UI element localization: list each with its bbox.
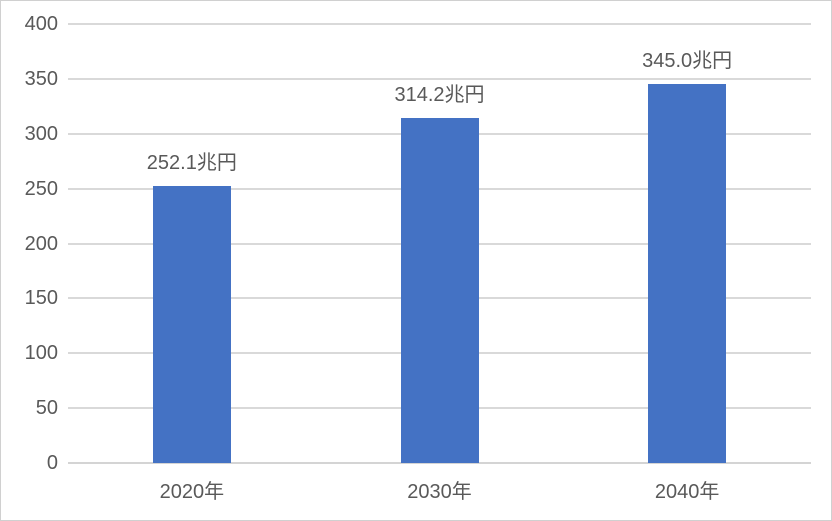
y-tick-label: 400 <box>24 13 58 35</box>
data-label: 314.2兆円 <box>394 84 485 107</box>
y-tick-label: 150 <box>24 287 58 310</box>
horizontal-gridline <box>68 23 811 25</box>
x-axis-line <box>68 462 811 464</box>
y-tick-label: 350 <box>24 67 58 90</box>
y-tick-label: 100 <box>24 342 58 365</box>
bar-2040年 <box>648 84 727 463</box>
y-tick-label: 0 <box>46 452 58 474</box>
bar-2020年 <box>152 186 231 463</box>
category-label: 2040年 <box>654 481 720 503</box>
y-tick-label: 200 <box>24 232 58 255</box>
y-tick-label: 300 <box>24 122 58 145</box>
bar-2030年 <box>400 118 479 463</box>
data-label: 252.1兆円 <box>146 152 237 175</box>
horizontal-gridline <box>68 77 811 80</box>
category-label: 2020年 <box>159 481 225 503</box>
category-label: 2030年 <box>407 481 472 503</box>
y-tick-label: 250 <box>24 177 58 200</box>
y-tick-label: 50 <box>35 397 58 420</box>
data-label: 345.0兆円 <box>642 50 733 73</box>
